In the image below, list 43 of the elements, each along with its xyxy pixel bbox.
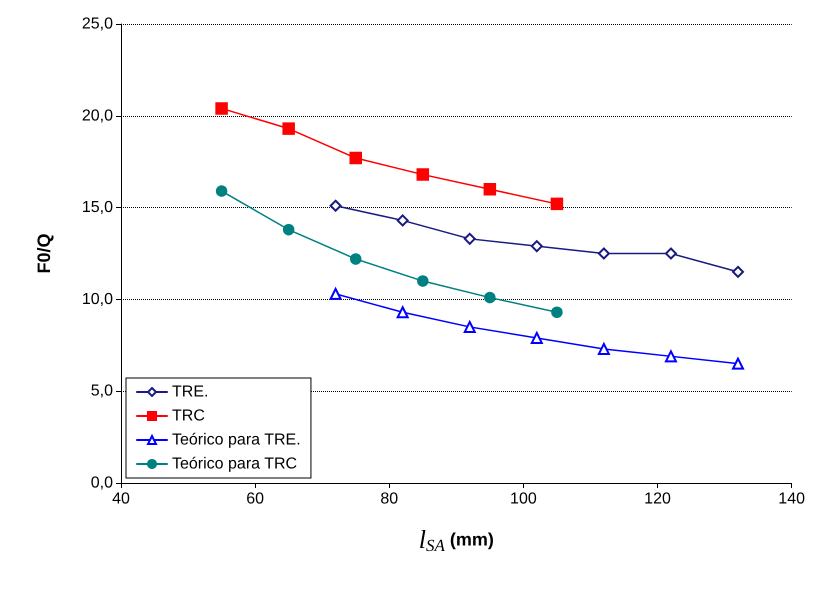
point — [530, 332, 543, 344]
point — [396, 306, 409, 318]
point — [484, 292, 496, 304]
point — [215, 102, 228, 115]
point — [350, 253, 362, 265]
x-tick-label: 60 — [246, 490, 264, 508]
point — [216, 185, 228, 197]
y-tick-label: 10,0 — [82, 290, 114, 308]
point — [464, 232, 476, 245]
point — [732, 358, 744, 370]
point — [551, 306, 563, 318]
x-tick-label: 40 — [112, 490, 130, 508]
point — [349, 152, 362, 164]
point — [396, 214, 409, 226]
y-tick-label: 5,0 — [90, 382, 114, 400]
legend-label: TRC — [172, 408, 205, 424]
y-tick-label: 25,0 — [82, 16, 114, 32]
x-tick-label: 100 — [510, 490, 537, 508]
legend-label: TRE. — [172, 384, 208, 400]
point — [330, 288, 342, 300]
point — [282, 122, 295, 135]
point — [550, 198, 564, 210]
point — [530, 240, 543, 252]
point — [484, 182, 496, 196]
legend-label: Teórico para TRE. — [172, 432, 301, 448]
y-axis-title: F0/Q — [34, 233, 54, 274]
point — [416, 168, 430, 181]
point — [598, 342, 610, 355]
point — [417, 275, 429, 287]
point — [330, 200, 342, 212]
y-tick-label: 15,0 — [82, 199, 114, 216]
point — [282, 224, 294, 236]
y-tick-label: 0,0 — [90, 474, 114, 492]
point — [598, 248, 610, 260]
x-tick-label: 140 — [778, 490, 806, 508]
point — [664, 350, 677, 362]
point — [664, 248, 677, 260]
point — [732, 266, 744, 278]
x-tick-label: 80 — [380, 490, 398, 508]
point — [464, 320, 476, 333]
y-tick-label: 20,0 — [82, 107, 114, 124]
legend-label: Teórico para TRC — [172, 456, 298, 472]
x-tick-label: 120 — [644, 490, 671, 508]
